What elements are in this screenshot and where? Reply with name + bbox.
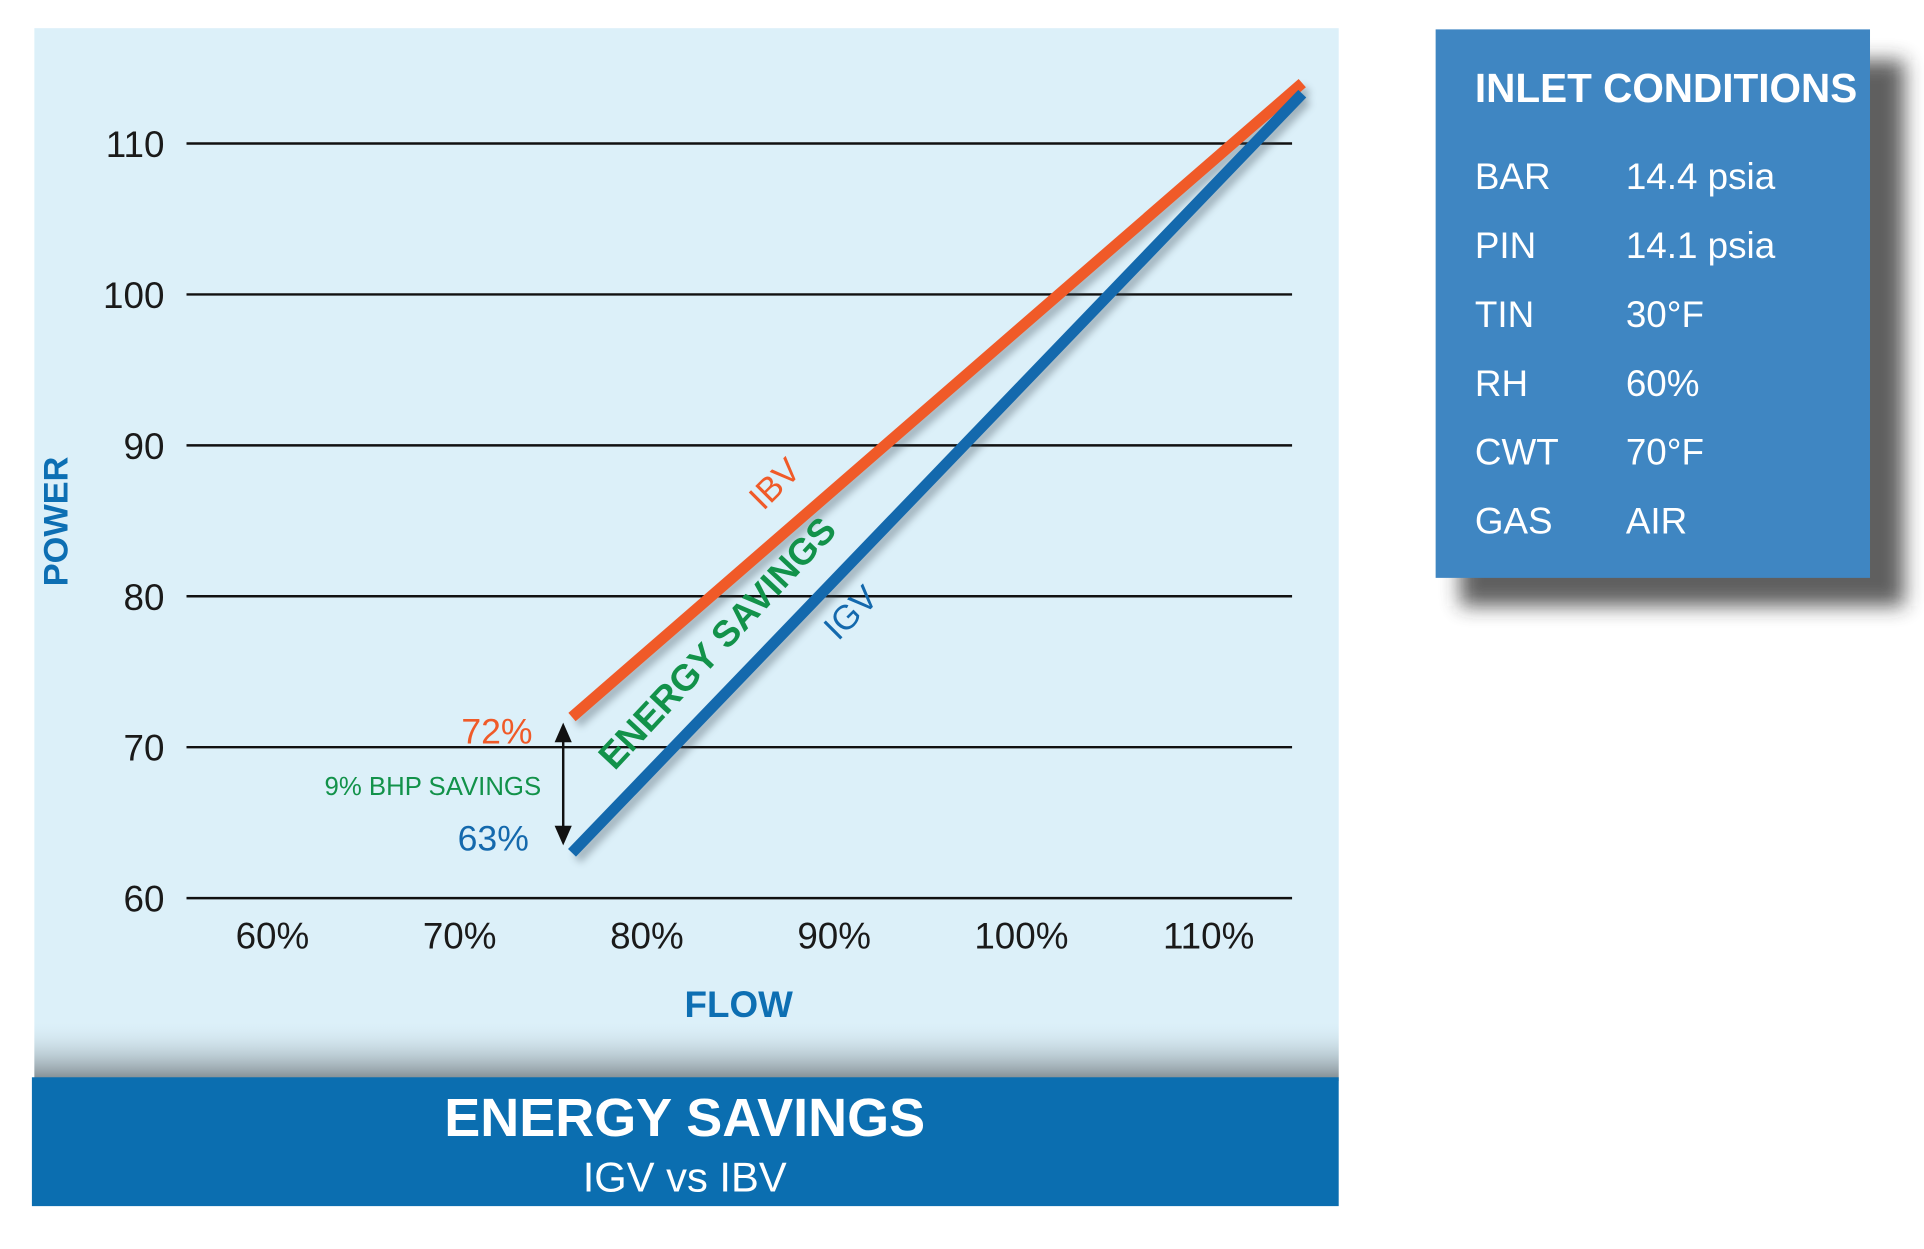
x-tick-label: 60% xyxy=(236,915,310,956)
x-axis-label: FLOW xyxy=(685,984,794,1025)
condition-value: 30°F xyxy=(1626,294,1704,335)
savings-double-arrow xyxy=(554,722,572,846)
inlet-conditions-rows: BAR 14.4 psia PIN 14.1 psia TIN 30°F RH 60% CWT 7… xyxy=(1475,156,1776,542)
y-tick-label: 100 xyxy=(103,275,164,316)
condition-label: TIN xyxy=(1475,294,1534,335)
series-lines xyxy=(568,78,1312,863)
x-tick-label: 70% xyxy=(423,915,497,956)
condition-label: PIN xyxy=(1475,225,1536,266)
series-line-shadow xyxy=(573,85,1311,728)
series-line-shadow xyxy=(572,96,1312,863)
condition-value: 70°F xyxy=(1626,432,1704,473)
y-tick-label: 60 xyxy=(123,879,164,920)
banner-shadow xyxy=(34,1019,1339,1081)
y-tick-labels: 60 70 80 90 100 110 xyxy=(103,124,164,920)
chart-title: ENERGY SAVINGS xyxy=(444,1088,925,1148)
condition-label: BAR xyxy=(1475,156,1551,197)
condition-label: CWT xyxy=(1475,432,1559,473)
gridlines xyxy=(186,142,1293,900)
title-banner xyxy=(31,1077,1339,1207)
series-line-igv xyxy=(568,89,1307,857)
inlet-conditions-panel xyxy=(1435,29,1871,578)
inlet-conditions-title: INLET CONDITIONS xyxy=(1475,65,1857,111)
x-tick-label: 100% xyxy=(974,915,1068,956)
plot-background xyxy=(34,28,1339,1084)
chart-subtitle: IGV vs IBV xyxy=(583,1153,787,1200)
y-tick-label: 80 xyxy=(123,577,164,618)
y-axis-label: POWER xyxy=(37,456,75,586)
y-tick-label: 70 xyxy=(123,728,164,769)
igv-start-label: 63% xyxy=(458,818,529,858)
condition-value: 60% xyxy=(1626,363,1700,404)
y-tick-label: 110 xyxy=(106,124,165,165)
x-tick-label: 90% xyxy=(797,915,871,956)
condition-value: 14.4 psia xyxy=(1626,156,1776,197)
ibv-start-label: 72% xyxy=(461,712,532,752)
bhp-savings-label: 9% BHP SAVINGS xyxy=(325,773,542,801)
condition-label: RH xyxy=(1475,363,1528,404)
x-tick-label: 80% xyxy=(610,915,684,956)
x-tick-label: 110% xyxy=(1163,915,1254,956)
x-tick-labels: 60% 70% 80% 90% 100% 110% xyxy=(236,915,1255,956)
condition-value: 14.1 psia xyxy=(1626,225,1776,266)
y-tick-label: 90 xyxy=(123,426,164,467)
condition-label: GAS xyxy=(1475,501,1553,542)
condition-value: AIR xyxy=(1626,501,1687,542)
series-line-ibv xyxy=(568,78,1306,722)
